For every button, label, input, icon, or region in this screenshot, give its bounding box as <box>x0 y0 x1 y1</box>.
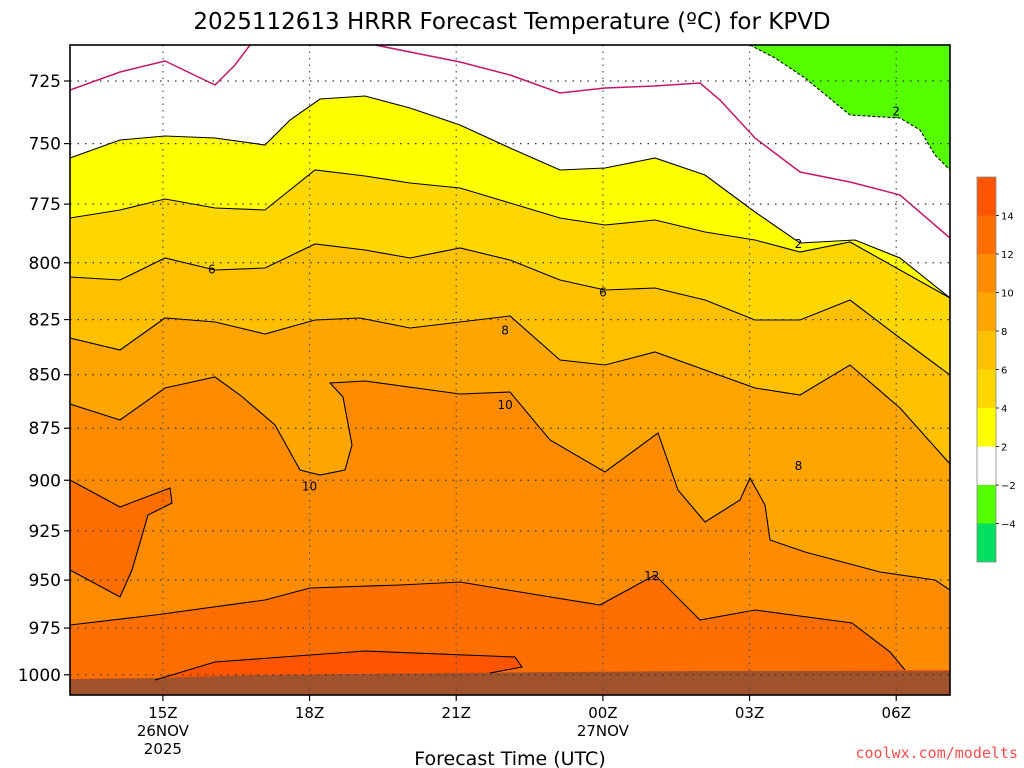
colorbar: −4 −2 2 4 6 8 10 12 14 <box>976 176 1016 563</box>
x-tick-label: 06Z <box>882 704 911 722</box>
contour-label: 10 <box>497 398 512 412</box>
colorbar-swatch <box>977 331 996 370</box>
x-tick-label: 03Z <box>735 704 764 722</box>
x-tick-sublabel: 2025 <box>144 740 182 758</box>
band-fill-minus2-2 <box>70 45 950 298</box>
y-tick-label: 800 <box>29 254 61 274</box>
colorbar-tick-label: 12 <box>1001 250 1014 261</box>
filled-temperature-bands <box>70 45 950 695</box>
contour-labels: 2 2 6 6 8 8 10 10 12 <box>208 104 900 583</box>
y-tick-label: 900 <box>29 471 61 491</box>
y-tick-label: 725 <box>29 72 61 92</box>
temperature-contours <box>70 45 950 681</box>
colorbar-tick-label: 6 <box>1001 366 1007 377</box>
colorbar-tick-label: 10 <box>1001 289 1014 300</box>
colorbar-tick-label: −2 <box>1001 481 1016 492</box>
y-tick-label: 1000 <box>18 666 61 686</box>
x-tick-label: 15Z <box>148 704 177 722</box>
contour-label: 6 <box>208 263 216 277</box>
grid-lines <box>70 45 950 695</box>
x-tick-label: 18Z <box>295 704 324 722</box>
y-axis: 725 750 775 800 825 850 875 900 925 950 975 1000 <box>18 72 70 686</box>
colorbar-tick-label: 4 <box>1001 404 1007 415</box>
colorbar-swatch <box>977 446 996 485</box>
contour-label: 2 <box>795 237 803 251</box>
y-tick-label: 950 <box>29 571 61 591</box>
colorbar-swatch <box>977 292 996 331</box>
band-fill-lt-minus2 <box>750 45 950 170</box>
y-tick-label: 850 <box>29 366 61 386</box>
contour-label: 2 <box>892 104 900 118</box>
y-tick-label: 775 <box>29 195 61 215</box>
colorbar-swatch <box>977 369 996 408</box>
x-tick-sublabel: 26NOV <box>137 722 190 740</box>
y-tick-label: 975 <box>29 619 61 639</box>
colorbar-tick-label: −4 <box>1001 520 1016 531</box>
plot-frame <box>69 44 951 696</box>
contour-label: 12 <box>644 569 659 583</box>
y-tick-label: 925 <box>29 522 61 542</box>
colorbar-swatch <box>977 177 996 216</box>
contour-label: 8 <box>501 324 509 338</box>
y-tick-label: 750 <box>29 135 61 155</box>
colorbar-swatch <box>977 485 996 524</box>
contour-label: 10 <box>302 479 317 493</box>
freezing-line <box>70 45 950 239</box>
chart-title: 2025112613 HRRR Forecast Temperature (ºC… <box>193 9 830 35</box>
colorbar-swatch <box>977 408 996 447</box>
credit-text: coolwx.com/modelts <box>855 744 1018 762</box>
contour-label: 8 <box>795 459 803 473</box>
ground-fill <box>70 671 950 695</box>
colorbar-swatch <box>977 523 996 562</box>
colorbar-tick-label: 14 <box>1001 212 1014 223</box>
colorbar-swatch <box>977 254 996 293</box>
x-axis-title: Forecast Time (UTC) <box>414 748 605 768</box>
colorbar-tick-label: 2 <box>1001 443 1007 454</box>
colorbar-tick-label: 8 <box>1001 327 1007 338</box>
y-tick-label: 875 <box>29 419 61 439</box>
colorbar-swatch <box>977 215 996 254</box>
x-tick-label: 21Z <box>442 704 471 722</box>
x-tick-label: 00Z <box>588 704 617 722</box>
contour-label: 6 <box>599 286 607 300</box>
x-tick-sublabel: 27NOV <box>577 722 630 740</box>
y-tick-label: 825 <box>29 311 61 331</box>
